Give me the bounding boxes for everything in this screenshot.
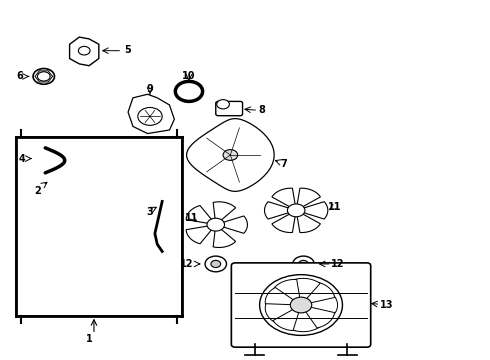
Polygon shape — [296, 188, 320, 210]
Text: 7: 7 — [281, 159, 287, 169]
Polygon shape — [273, 305, 301, 330]
FancyBboxPatch shape — [231, 263, 371, 347]
Text: 13: 13 — [380, 300, 393, 310]
FancyBboxPatch shape — [16, 137, 182, 316]
Text: 12: 12 — [331, 259, 344, 269]
FancyBboxPatch shape — [30, 152, 55, 166]
Polygon shape — [265, 304, 301, 323]
Circle shape — [217, 100, 229, 109]
Circle shape — [207, 218, 224, 231]
Circle shape — [211, 260, 220, 267]
Polygon shape — [213, 202, 236, 225]
Circle shape — [290, 297, 312, 313]
Polygon shape — [301, 305, 335, 328]
Polygon shape — [186, 225, 216, 244]
Text: 11: 11 — [328, 202, 342, 212]
Text: 6: 6 — [17, 71, 24, 81]
Circle shape — [288, 204, 305, 217]
Polygon shape — [186, 206, 216, 225]
Circle shape — [298, 260, 308, 267]
Circle shape — [205, 256, 226, 272]
Polygon shape — [265, 202, 296, 219]
Polygon shape — [293, 278, 320, 305]
Circle shape — [293, 256, 314, 272]
Polygon shape — [272, 210, 296, 233]
Text: 3: 3 — [147, 207, 153, 217]
Polygon shape — [301, 282, 335, 305]
Text: 11: 11 — [185, 212, 198, 222]
Circle shape — [292, 298, 310, 311]
Text: 1: 1 — [86, 334, 93, 344]
Text: 5: 5 — [124, 45, 131, 55]
FancyBboxPatch shape — [216, 102, 243, 116]
Text: 9: 9 — [147, 84, 153, 94]
Polygon shape — [128, 94, 174, 134]
Text: 4: 4 — [19, 154, 25, 163]
Circle shape — [223, 150, 238, 160]
Text: 12: 12 — [180, 259, 193, 269]
Polygon shape — [296, 202, 328, 219]
Polygon shape — [216, 216, 247, 233]
Polygon shape — [213, 225, 236, 247]
Text: 2: 2 — [35, 186, 41, 196]
Polygon shape — [70, 37, 99, 66]
Polygon shape — [301, 295, 338, 315]
Polygon shape — [265, 288, 301, 306]
Polygon shape — [296, 210, 320, 233]
Polygon shape — [293, 305, 320, 332]
Polygon shape — [272, 188, 296, 210]
Polygon shape — [273, 279, 301, 305]
Text: 10: 10 — [182, 71, 196, 81]
Polygon shape — [187, 118, 274, 192]
Text: 8: 8 — [259, 105, 266, 115]
